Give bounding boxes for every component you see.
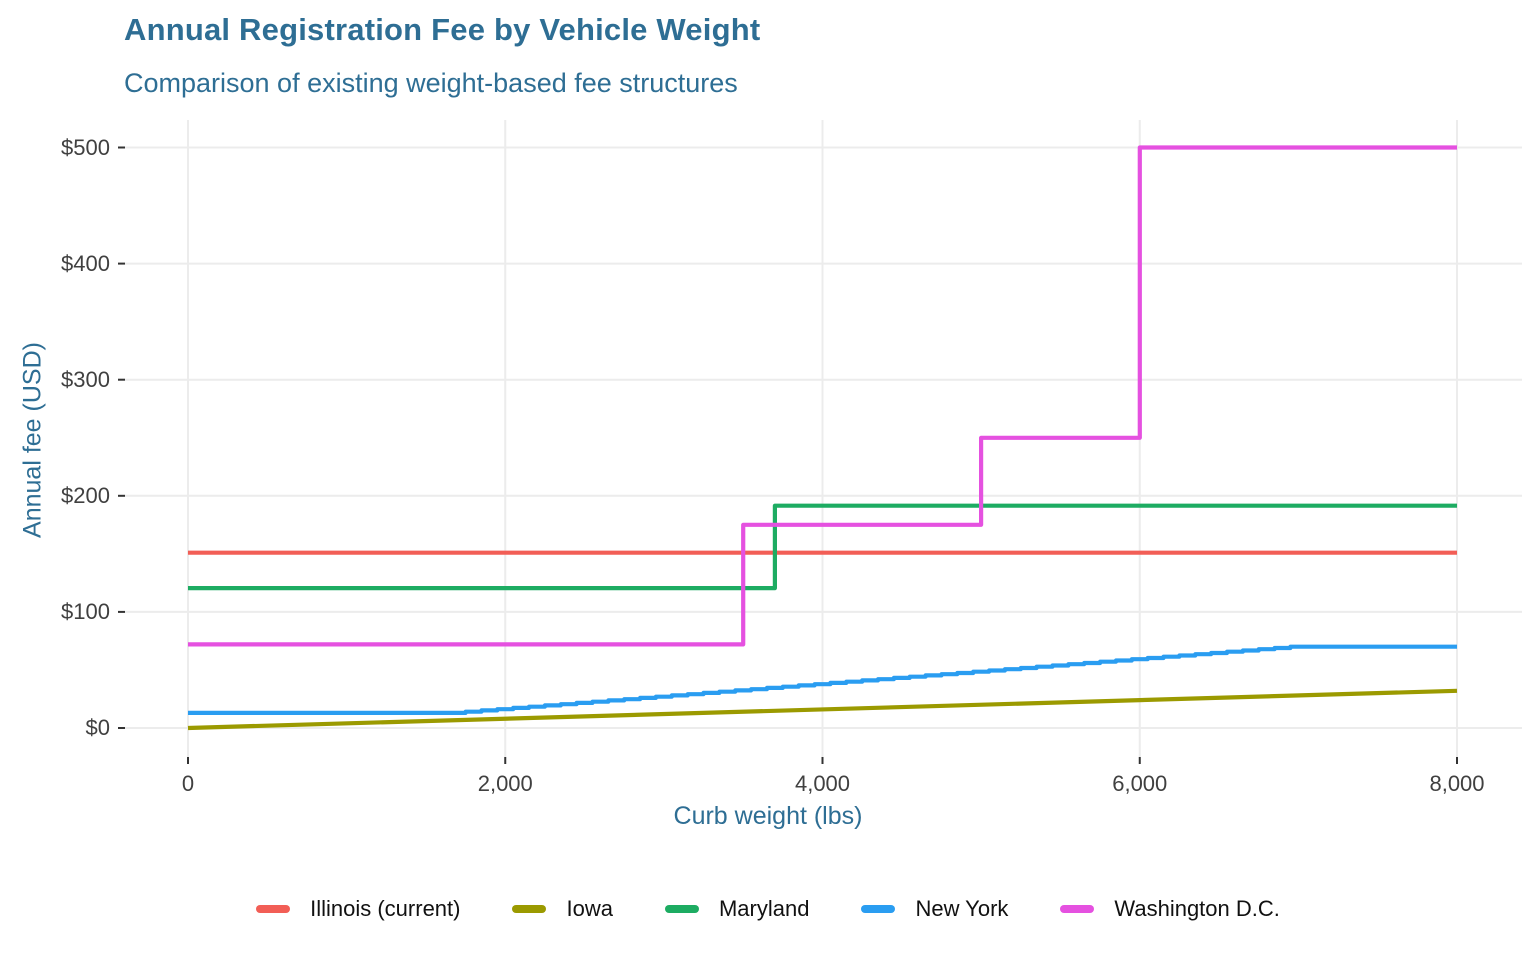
legend-item-maryland: Maryland <box>664 896 810 922</box>
legend-swatch <box>256 905 291 913</box>
series-line-new-york <box>188 644 1457 715</box>
x-tick-label: 6,000 <box>1112 771 1168 796</box>
legend-item-iowa: Iowa <box>512 896 613 922</box>
legend-swatch <box>512 905 547 913</box>
axis-tick-marks <box>118 146 1458 764</box>
legend-item-illinois-current: Illinois (current) <box>256 896 460 922</box>
legend-swatch <box>1060 905 1095 913</box>
legend-item-new-york: New York <box>861 896 1008 922</box>
legend-label: Illinois (current) <box>310 896 461 921</box>
y-tick-label: $400 <box>61 250 110 276</box>
x-tick-label: 8,000 <box>1429 771 1485 796</box>
gridlines <box>125 120 1522 757</box>
x-tick-label: 2,000 <box>477 771 533 796</box>
chart-legend: Illinois (current) Iowa Maryland New York Wa… <box>0 888 1536 930</box>
legend-swatch <box>664 905 699 913</box>
y-tick-label: $500 <box>61 134 110 160</box>
y-tick-label: $200 <box>61 482 110 508</box>
series-line-washington-d-c <box>188 145 1457 647</box>
series-line-iowa <box>187 688 1458 731</box>
y-tick-label: $0 <box>85 715 110 740</box>
y-tick-label: $100 <box>61 598 110 624</box>
legend-label: Iowa <box>566 896 613 921</box>
y-tick-label: $300 <box>61 366 110 392</box>
x-axis-title: Curb weight (lbs) <box>673 802 863 830</box>
legend-label: Washington D.C. <box>1114 896 1280 921</box>
series-line-maryland <box>188 503 1457 591</box>
legend-label: New York <box>915 896 1009 921</box>
chart-title: Annual Registration Fee by Vehicle Weigh… <box>124 12 761 47</box>
legend-swatch <box>861 905 896 913</box>
y-axis-title: Annual fee (USD) <box>18 342 47 538</box>
x-tick-label: 4,000 <box>794 771 851 796</box>
legend-label: Maryland <box>718 896 810 921</box>
plot-panel <box>118 120 1522 764</box>
x-tick-label: 0 <box>181 771 195 796</box>
legend-item-washington-d-c: Washington D.C. <box>1060 896 1280 922</box>
chart-subtitle: Comparison of existing weight-based fee … <box>124 68 738 98</box>
